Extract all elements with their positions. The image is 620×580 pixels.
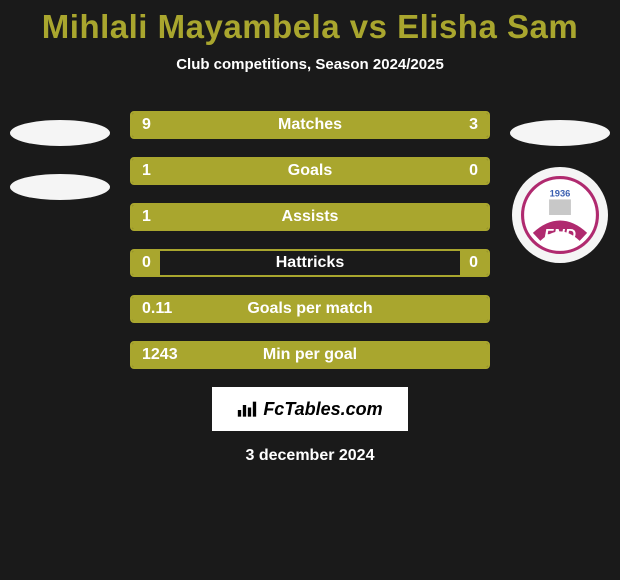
- stat-row: 1243Min per goal: [130, 341, 490, 369]
- stat-row: 1Assists: [130, 203, 490, 231]
- comparison-title: Mihlali Mayambela vs Elisha Sam: [0, 0, 620, 46]
- watermark-text: FcTables.com: [263, 399, 382, 420]
- stat-row: 0Hattricks0: [130, 249, 490, 277]
- team-badge-right-1: [510, 120, 610, 146]
- club-crest-icon: 1936 FND: [521, 176, 599, 254]
- watermark: FcTables.com: [212, 387, 408, 431]
- comparison-subtitle: Club competitions, Season 2024/2025: [0, 56, 620, 73]
- stat-value-right: 3: [469, 113, 478, 137]
- stat-row: 9Matches3: [130, 111, 490, 139]
- stat-label: Hattricks: [132, 251, 488, 275]
- stat-bars-container: 9Matches31Goals01Assists0Hattricks00.11G…: [130, 111, 490, 369]
- stat-row: 1Goals0: [130, 157, 490, 185]
- stat-label: Matches: [132, 113, 488, 137]
- stat-value-right: 0: [469, 159, 478, 183]
- stat-label: Goals: [132, 159, 488, 183]
- footer-date: 3 december 2024: [0, 447, 620, 465]
- svg-text:1936: 1936: [550, 188, 571, 198]
- stat-row: 0.11Goals per match: [130, 295, 490, 323]
- team-badge-right-circle: 1936 FND: [512, 167, 608, 263]
- stat-value-right: 0: [469, 251, 478, 275]
- team-badge-left-1: [10, 120, 110, 146]
- svg-text:FND: FND: [544, 227, 576, 244]
- stat-label: Goals per match: [132, 297, 488, 321]
- team-badge-left-2: [10, 174, 110, 200]
- stat-label: Min per goal: [132, 343, 488, 367]
- stats-area: 1936 FND 9Matches31Goals01Assists0Hattri…: [0, 111, 620, 369]
- bar-chart-icon: [237, 400, 257, 418]
- stat-label: Assists: [132, 205, 488, 229]
